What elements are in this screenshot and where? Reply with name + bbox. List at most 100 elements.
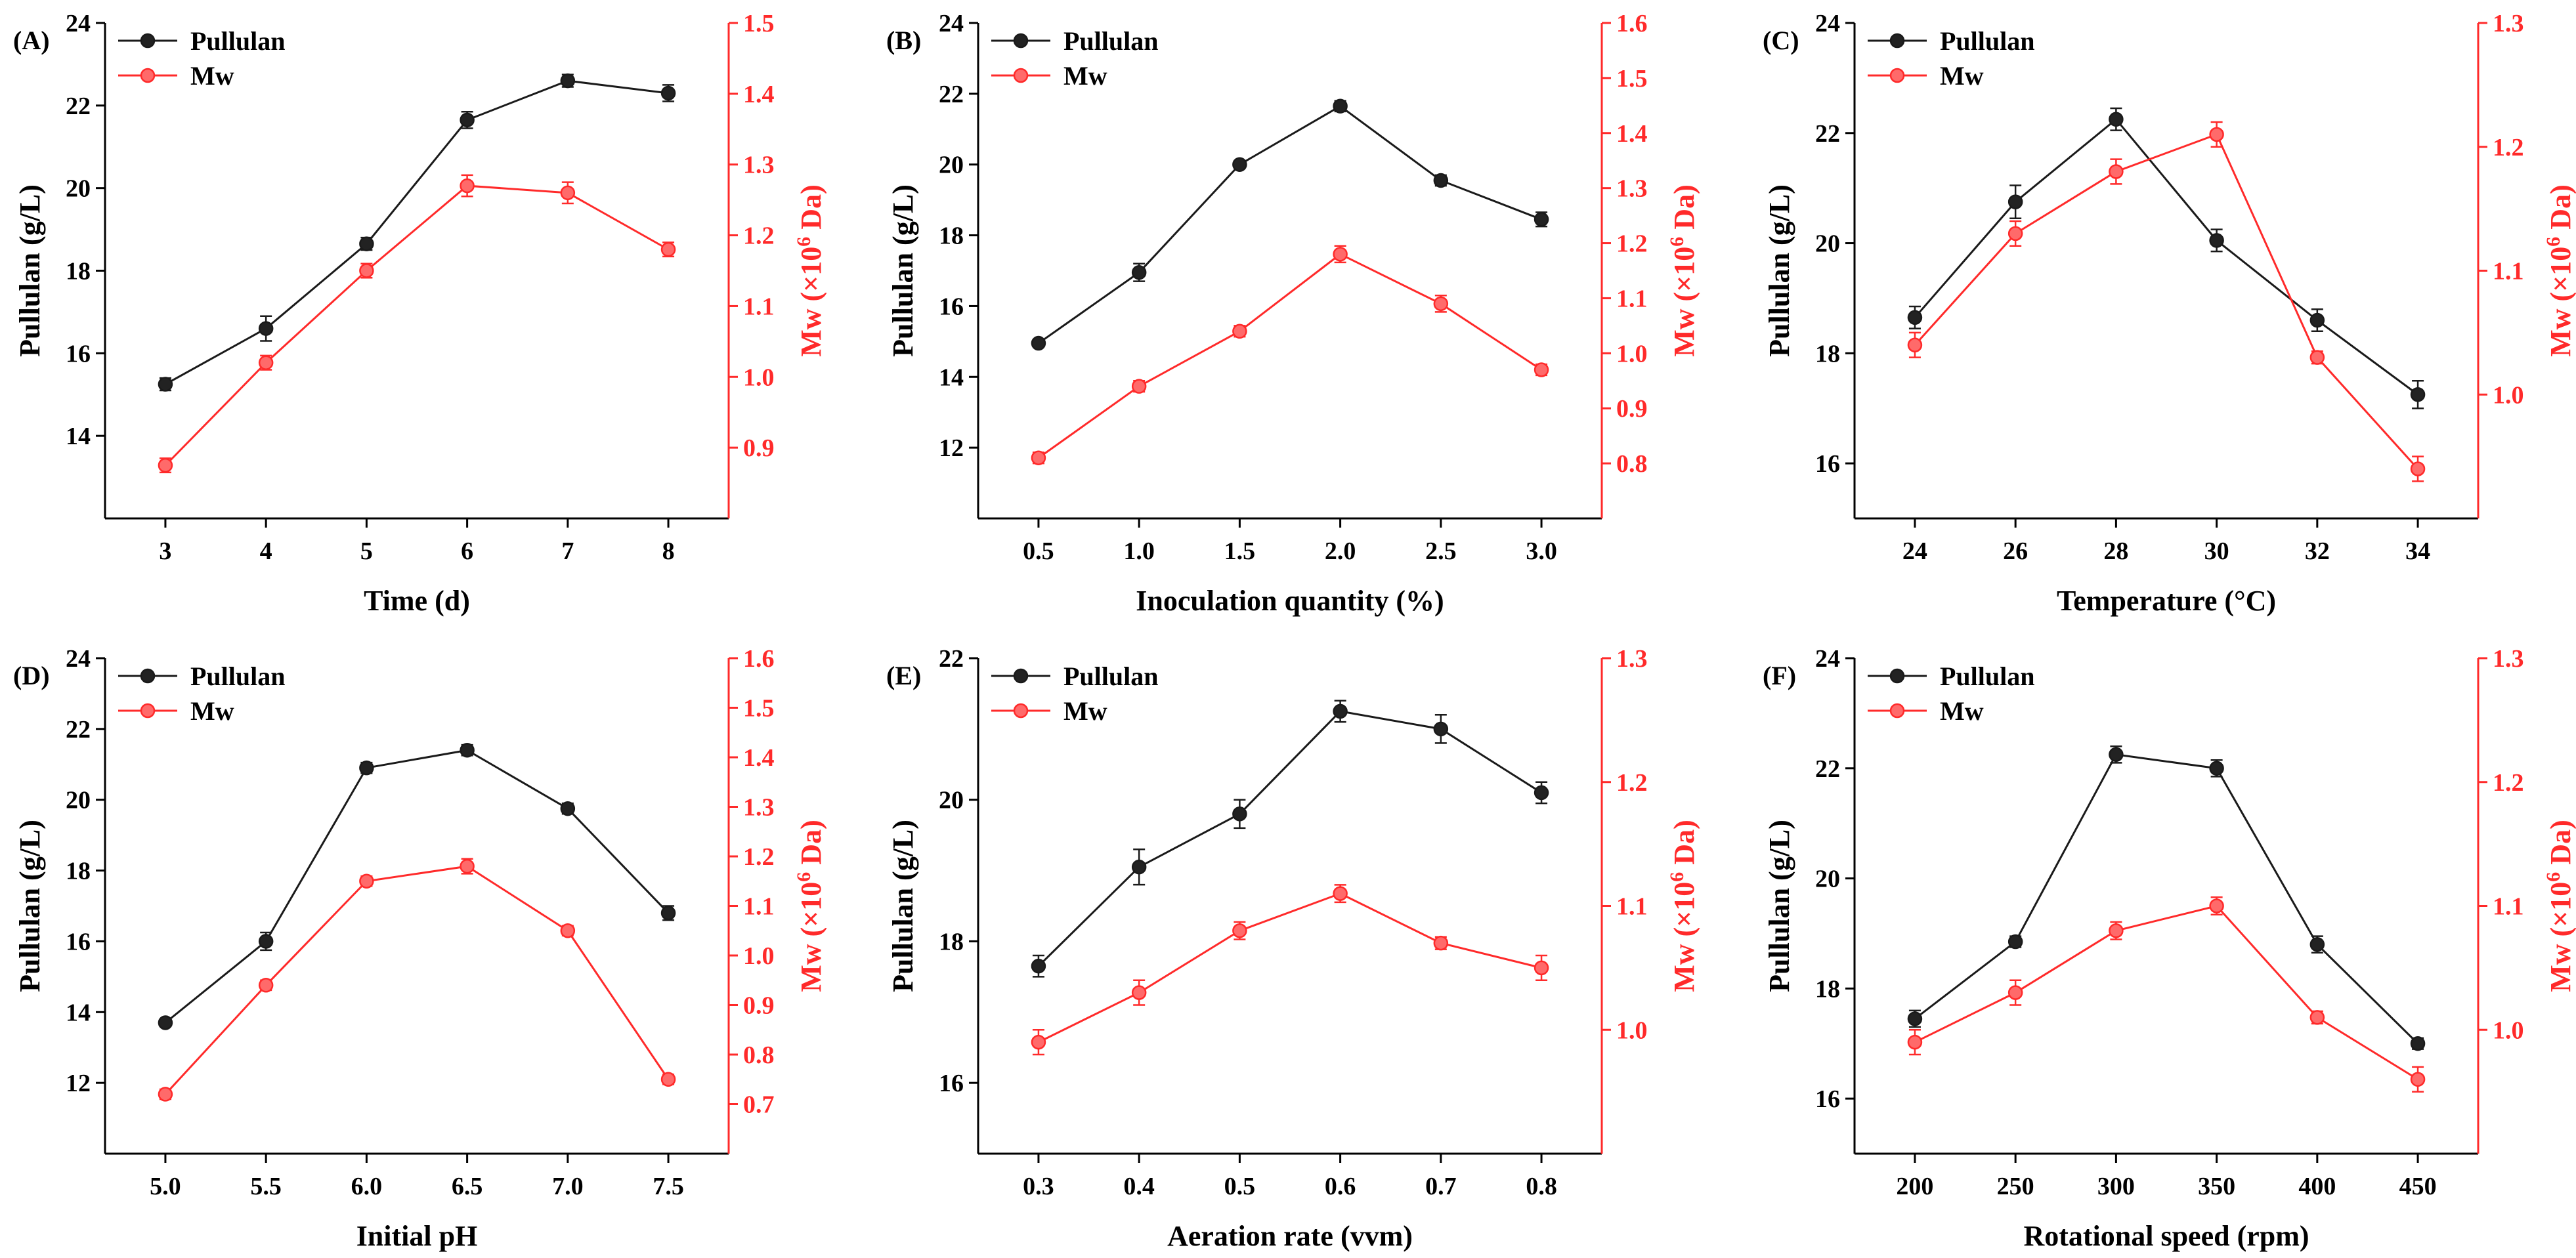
mw-point bbox=[1907, 337, 1923, 352]
x-tick-label: 250 bbox=[1997, 1173, 2034, 1200]
x-tick-label: 7.0 bbox=[552, 1173, 584, 1200]
y-tick-label: 20 bbox=[66, 787, 91, 814]
mw-point bbox=[158, 1087, 173, 1102]
y-tick-label: 12 bbox=[939, 434, 964, 462]
legend-pullulan-marker bbox=[1889, 668, 1905, 684]
y-tick-label: 24 bbox=[939, 10, 964, 37]
mw-point bbox=[2209, 127, 2224, 142]
y2-tick-label: 1.5 bbox=[743, 10, 775, 37]
y2-tick-label: 1.0 bbox=[743, 942, 775, 970]
x-axis-title: Inoculation quantity (%) bbox=[1136, 585, 1444, 617]
pullulan-point bbox=[660, 85, 676, 101]
pullulan-series-line bbox=[1038, 104, 1542, 345]
legend-pullulan-label: Pullulan bbox=[1063, 661, 1159, 691]
x-axis-title: Aeration rate (vvm) bbox=[1167, 1220, 1413, 1252]
legend-pullulan-label: Pullulan bbox=[1063, 26, 1159, 56]
pullulan-point bbox=[2007, 194, 2023, 209]
x-tick-label: 1.0 bbox=[1123, 537, 1155, 565]
chart-panel: (E) 0.3 0.4 0.5 0.6 0.7 0.8 16 18 20 22 1.0 1.1 1.2 1.… bbox=[886, 645, 1700, 1252]
y-tick-label: 18 bbox=[66, 858, 91, 885]
y-tick-label: 16 bbox=[1815, 1085, 1840, 1113]
pullulan-series-line bbox=[165, 79, 669, 385]
x-tick-label: 450 bbox=[2399, 1173, 2437, 1200]
x-tick-label: 24 bbox=[1902, 537, 1927, 565]
legend-mw-marker bbox=[140, 703, 156, 719]
y2-tick-label: 1.1 bbox=[743, 293, 775, 320]
x-tick-label: 7.5 bbox=[653, 1173, 684, 1200]
mw-point bbox=[460, 178, 475, 194]
y-tick-label: 20 bbox=[939, 152, 964, 179]
pullulan-point bbox=[2309, 936, 2325, 952]
y2-tick-label: 1.6 bbox=[1616, 10, 1648, 37]
legend-mw-label: Mw bbox=[1063, 61, 1107, 91]
pullulan-point bbox=[460, 112, 475, 128]
x-tick-label: 0.7 bbox=[1425, 1173, 1457, 1200]
y2-axis-title: Mw (×106 Da) bbox=[2543, 184, 2576, 356]
x-tick-label: 350 bbox=[2198, 1173, 2235, 1200]
pullulan-point bbox=[158, 1015, 173, 1030]
panel-label: (B) bbox=[886, 26, 921, 55]
y-tick-label: 20 bbox=[1815, 866, 1840, 893]
y2-tick-label: 1.5 bbox=[1616, 65, 1648, 93]
x-tick-label: 5.0 bbox=[150, 1173, 181, 1200]
y-axis-title: Pullulan (g/L) bbox=[14, 184, 46, 357]
pullulan-point bbox=[560, 73, 576, 89]
pullulan-point bbox=[460, 742, 475, 758]
pullulan-point bbox=[2109, 747, 2124, 763]
y-tick-label: 24 bbox=[1815, 645, 1840, 673]
legend-pullulan-marker bbox=[1013, 33, 1029, 49]
mw-point bbox=[2410, 1072, 2426, 1087]
y2-tick-label: 1.1 bbox=[2493, 258, 2524, 285]
x-tick-label: 7 bbox=[561, 537, 574, 565]
y2-tick-label: 1.0 bbox=[2493, 381, 2524, 409]
mw-point bbox=[2109, 923, 2124, 938]
y2-tick-label: 1.2 bbox=[2493, 134, 2524, 161]
mw-point bbox=[2007, 985, 2023, 1000]
y2-tick-label: 1.1 bbox=[2493, 893, 2524, 921]
mw-point bbox=[1333, 247, 1348, 262]
pullulan-series-line bbox=[1914, 117, 2418, 396]
x-tick-label: 5.5 bbox=[250, 1173, 282, 1200]
y-tick-label: 24 bbox=[66, 645, 91, 673]
y-axis-title: Pullulan (g/L) bbox=[1763, 184, 1795, 357]
x-tick-label: 4 bbox=[260, 537, 272, 565]
y-axis-title: Pullulan (g/L) bbox=[887, 184, 919, 357]
panel-label: (F) bbox=[1763, 661, 1796, 690]
x-tick-label: 0.5 bbox=[1023, 537, 1054, 565]
x-tick-label: 0.4 bbox=[1123, 1173, 1155, 1200]
y2-tick-label: 1.1 bbox=[743, 893, 775, 921]
x-tick-label: 2.0 bbox=[1325, 537, 1356, 565]
mw-point bbox=[2209, 898, 2224, 913]
pullulan-point bbox=[1232, 807, 1247, 822]
y-tick-label: 20 bbox=[939, 787, 964, 814]
pullulan-point bbox=[1232, 157, 1247, 172]
y2-tick-label: 0.9 bbox=[743, 992, 775, 1020]
y2-tick-label: 1.3 bbox=[1616, 175, 1648, 203]
y2-tick-label: 1.2 bbox=[1616, 230, 1648, 258]
legend-pullulan-label: Pullulan bbox=[190, 26, 286, 56]
mw-point bbox=[1031, 450, 1046, 465]
mw-point bbox=[1131, 379, 1147, 394]
y-tick-label: 18 bbox=[1815, 975, 1840, 1003]
mw-point bbox=[2410, 461, 2426, 476]
pullulan-point bbox=[660, 906, 676, 921]
y2-tick-label: 1.1 bbox=[1616, 893, 1648, 921]
y-tick-label: 18 bbox=[939, 928, 964, 955]
x-tick-label: 2.5 bbox=[1425, 537, 1457, 565]
y2-tick-label: 1.5 bbox=[743, 695, 775, 723]
mw-point bbox=[359, 873, 374, 889]
y2-tick-label: 1.3 bbox=[743, 152, 775, 179]
pullulan-point bbox=[2109, 112, 2124, 127]
mw-series-line bbox=[1038, 253, 1542, 459]
legend-mw-label: Mw bbox=[1940, 696, 1984, 726]
legend-pullulan-marker bbox=[1013, 668, 1029, 684]
mw-point bbox=[258, 978, 274, 993]
mw-point bbox=[660, 241, 676, 257]
y2-tick-label: 0.8 bbox=[743, 1041, 775, 1069]
mw-point bbox=[560, 923, 576, 938]
mw-series-line bbox=[164, 865, 670, 1095]
x-tick-label: 0.8 bbox=[1526, 1173, 1557, 1200]
x-tick-label: 26 bbox=[2003, 537, 2028, 565]
y-axis-title: Pullulan (g/L) bbox=[887, 820, 919, 992]
y-tick-label: 22 bbox=[66, 716, 91, 744]
